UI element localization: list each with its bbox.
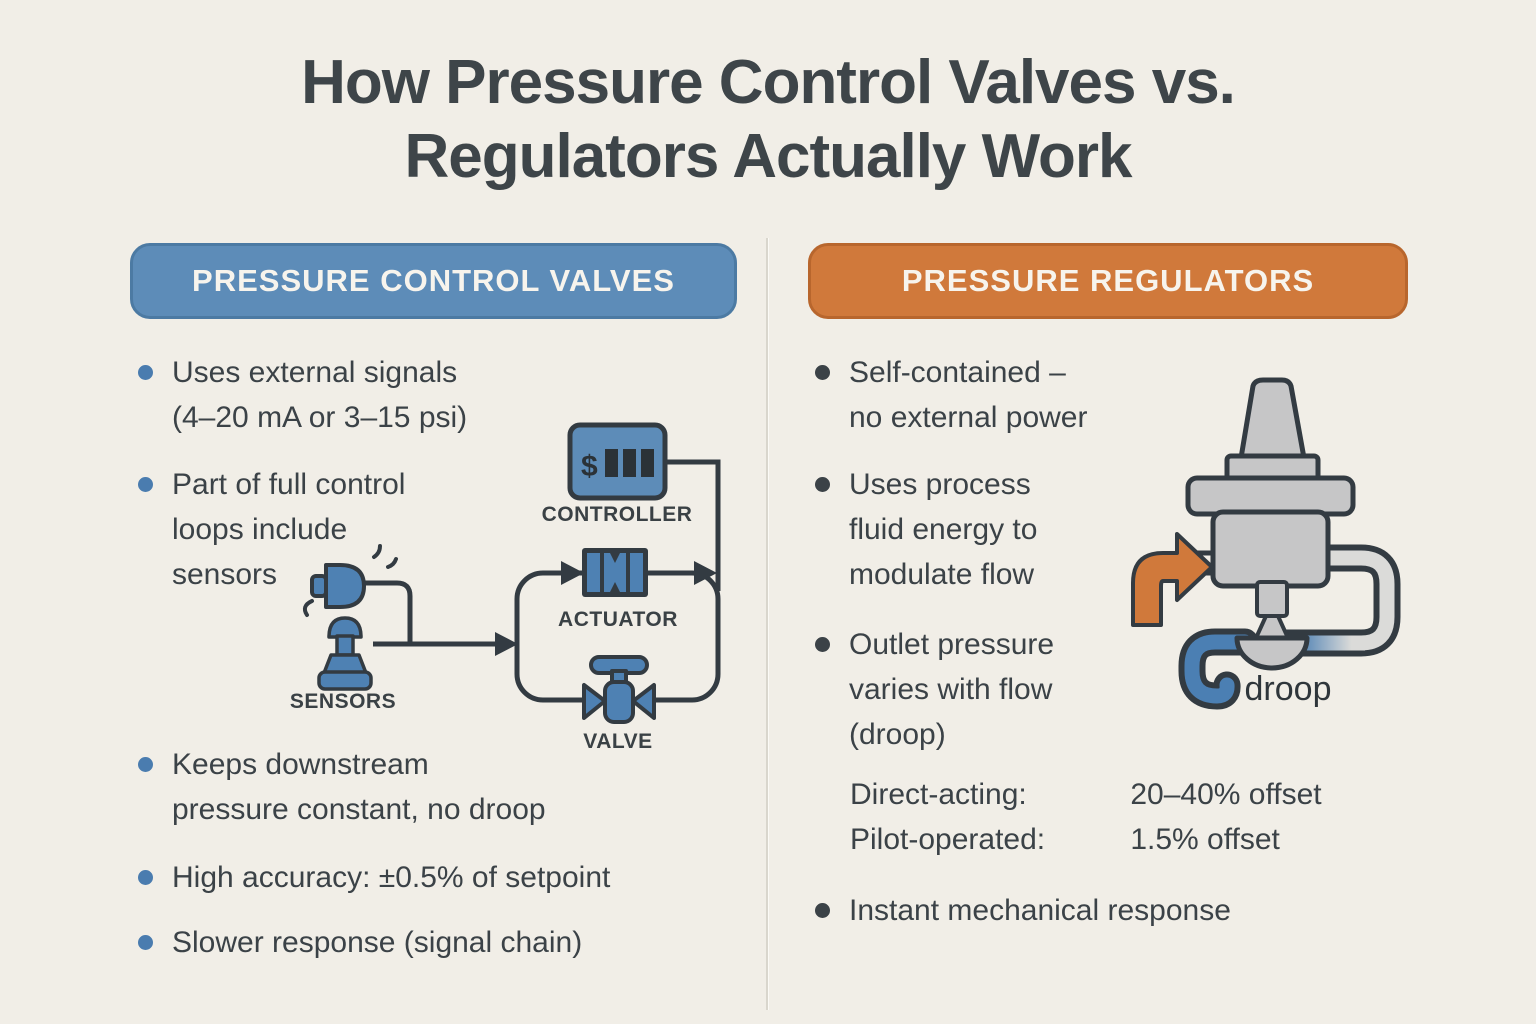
adjustment-cap bbox=[1238, 377, 1307, 461]
right-bullet-instant-response: Instant mechanical response bbox=[815, 888, 1231, 933]
outlet-pipe bbox=[1178, 628, 1259, 710]
offset-spec-table: Direct-acting: 20–40% offset Pilot-opera… bbox=[850, 772, 1322, 862]
droop-label: droop bbox=[1244, 670, 1332, 708]
flow-arrow-icons bbox=[495, 561, 717, 656]
spec-value: 1.5% offset bbox=[1130, 823, 1280, 856]
left-bullet-control-loops: Part of full control loops include senso… bbox=[138, 462, 405, 597]
stem bbox=[1255, 580, 1289, 618]
sensor-icon bbox=[317, 616, 373, 691]
valve-icon bbox=[582, 655, 656, 724]
page-title: How Pressure Control Valves vs. Regulato… bbox=[0, 46, 1536, 194]
right-bullet-droop: Outlet pressure varies with flow (droop) bbox=[815, 622, 1054, 757]
valve-label: VALVE bbox=[583, 730, 653, 753]
sensors-label: SENSORS bbox=[289, 690, 397, 713]
actuator-icon bbox=[582, 548, 648, 597]
right-bullet-text: Instant mechanical response bbox=[849, 894, 1231, 927]
spec-value: 20–40% offset bbox=[1130, 778, 1322, 811]
regulator-diagram bbox=[1131, 377, 1401, 710]
page-title-line1: How Pressure Control Valves vs. bbox=[301, 48, 1236, 117]
diaphragm-dome bbox=[1234, 635, 1310, 671]
left-bullet-accuracy: High accuracy: ±0.5% of setpoint bbox=[138, 855, 610, 900]
right-bullet-self-contained: Self-contained – no external power bbox=[815, 350, 1087, 440]
controller-icon: $ bbox=[567, 422, 668, 501]
bullet-dot-icon bbox=[138, 870, 153, 885]
plug-cable-line bbox=[363, 580, 413, 644]
controller-label: CONTROLLER bbox=[541, 503, 693, 526]
page-title-line2: Regulators Actually Work bbox=[404, 122, 1132, 191]
right-bullet-fluid-energy: Uses process fluid energy to modulate fl… bbox=[815, 462, 1037, 597]
left-bullet-no-droop: Keeps downstream pressure constant, no d… bbox=[138, 742, 546, 832]
bullet-dot-icon bbox=[815, 365, 830, 380]
controller-display-glyph: $ bbox=[581, 450, 598, 483]
bullet-dot-icon bbox=[815, 903, 830, 918]
controller-connector-line bbox=[665, 459, 721, 591]
left-bullet-text: Slower response (signal chain) bbox=[172, 926, 583, 959]
left-bullet-text: High accuracy: ±0.5% of setpoint bbox=[172, 861, 611, 894]
right-bullet-text: Self-contained – no external power bbox=[849, 356, 1088, 434]
left-bullet-slower-response: Slower response (signal chain) bbox=[138, 920, 582, 965]
actuator-label: ACTUATOR bbox=[558, 608, 678, 631]
left-bullet-text: Part of full control loops include senso… bbox=[172, 468, 406, 591]
spec-row-pilot-operated: Pilot-operated: 1.5% offset bbox=[850, 817, 1322, 862]
bullet-dot-icon bbox=[138, 477, 153, 492]
spec-row-direct-acting: Direct-acting: 20–40% offset bbox=[850, 772, 1322, 817]
right-bullet-text: Uses process fluid energy to modulate fl… bbox=[849, 468, 1038, 591]
bullet-dot-icon bbox=[815, 477, 830, 492]
left-bullet-text: Keeps downstream pressure constant, no d… bbox=[172, 748, 546, 826]
bullet-dot-icon bbox=[815, 637, 830, 652]
bullet-dot-icon bbox=[138, 935, 153, 950]
left-column-header-label: PRESSURE CONTROL VALVES bbox=[192, 263, 675, 298]
flange bbox=[1185, 475, 1356, 517]
spec-label: Direct-acting: bbox=[850, 778, 1027, 811]
left-column-header: PRESSURE CONTROL VALVES bbox=[130, 243, 737, 319]
left-bullet-text: Uses external signals (4–20 mA or 3–15 p… bbox=[172, 356, 468, 434]
right-column-header-label: PRESSURE REGULATORS bbox=[901, 263, 1315, 298]
inlet-flow-arrow-icon bbox=[1131, 532, 1214, 627]
bullet-dot-icon bbox=[138, 757, 153, 772]
pin bbox=[1254, 614, 1290, 640]
left-bullet-external-signals: Uses external signals (4–20 mA or 3–15 p… bbox=[138, 350, 467, 440]
bullet-dot-icon bbox=[138, 365, 153, 380]
right-column-header: PRESSURE REGULATORS bbox=[808, 243, 1408, 319]
regulator-body bbox=[1185, 377, 1356, 671]
right-bullet-text: Outlet pressure varies with flow (droop) bbox=[849, 628, 1055, 751]
column-divider bbox=[766, 238, 768, 1010]
spec-label: Pilot-operated: bbox=[850, 823, 1046, 856]
valve-chamber bbox=[1210, 509, 1331, 589]
control-loop-diagram: $ bbox=[302, 422, 721, 724]
plug-icon bbox=[302, 544, 398, 617]
